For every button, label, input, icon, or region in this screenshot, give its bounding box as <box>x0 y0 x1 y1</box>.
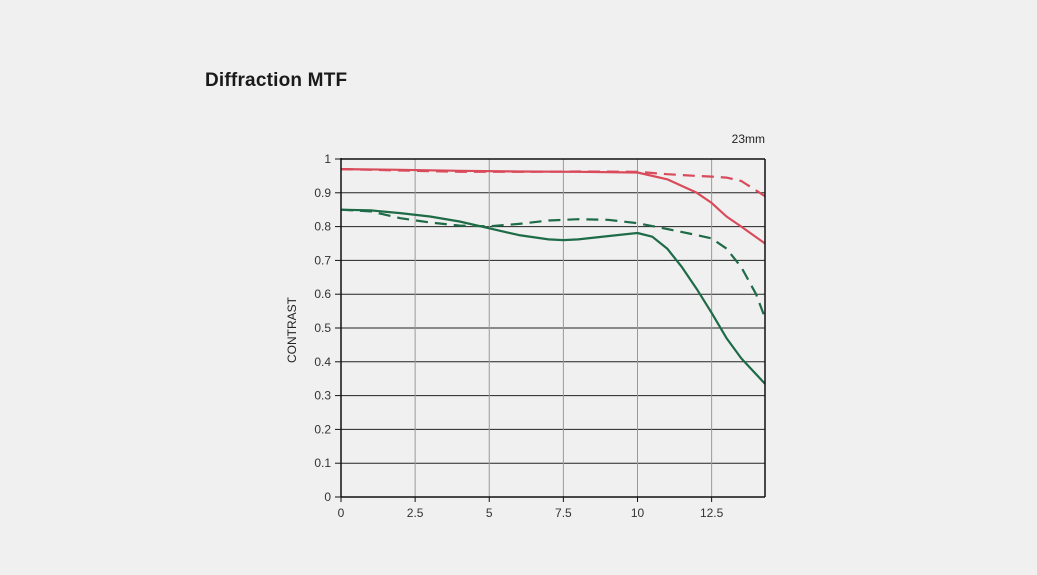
y-tick-label: 0.5 <box>314 321 331 335</box>
x-tick-label: 0 <box>338 506 345 520</box>
y-tick-label: 0.7 <box>314 253 331 267</box>
dashed-series-line <box>340 168 766 198</box>
y-tick-label: 1 <box>324 152 331 166</box>
y-tick-label: 0.4 <box>314 355 331 369</box>
x-tick-label: 12.5 <box>700 506 724 520</box>
y-tick-label: 0.8 <box>314 220 331 234</box>
y-tick-label: 0.3 <box>314 389 331 403</box>
focal-length-label: 23mm <box>732 132 765 146</box>
dashed-series-line <box>340 208 767 319</box>
chart-title: Diffraction MTF <box>205 70 348 91</box>
y-axis-label: CONTRAST <box>285 296 299 363</box>
y-tick-label: 0 <box>324 490 331 504</box>
solid-series-line <box>340 168 766 245</box>
x-tick-label: 7.5 <box>555 506 572 520</box>
series-lines <box>340 168 767 385</box>
y-tick-label: 0.6 <box>314 287 331 301</box>
x-tick-label: 5 <box>486 506 493 520</box>
axes <box>335 158 766 502</box>
solid-series-line <box>340 208 766 385</box>
x-tick-label: 2.5 <box>407 506 424 520</box>
y-tick-label: 0.1 <box>314 456 331 470</box>
tick-labels: 00.10.20.30.40.50.60.70.80.910 2.5 5 7.5 10 1… <box>314 152 723 520</box>
y-tick-label: 0.2 <box>314 422 331 436</box>
y-tick-label: 0.9 <box>314 186 331 200</box>
grid-lines <box>341 159 765 497</box>
x-tick-label: 10 <box>631 506 645 520</box>
